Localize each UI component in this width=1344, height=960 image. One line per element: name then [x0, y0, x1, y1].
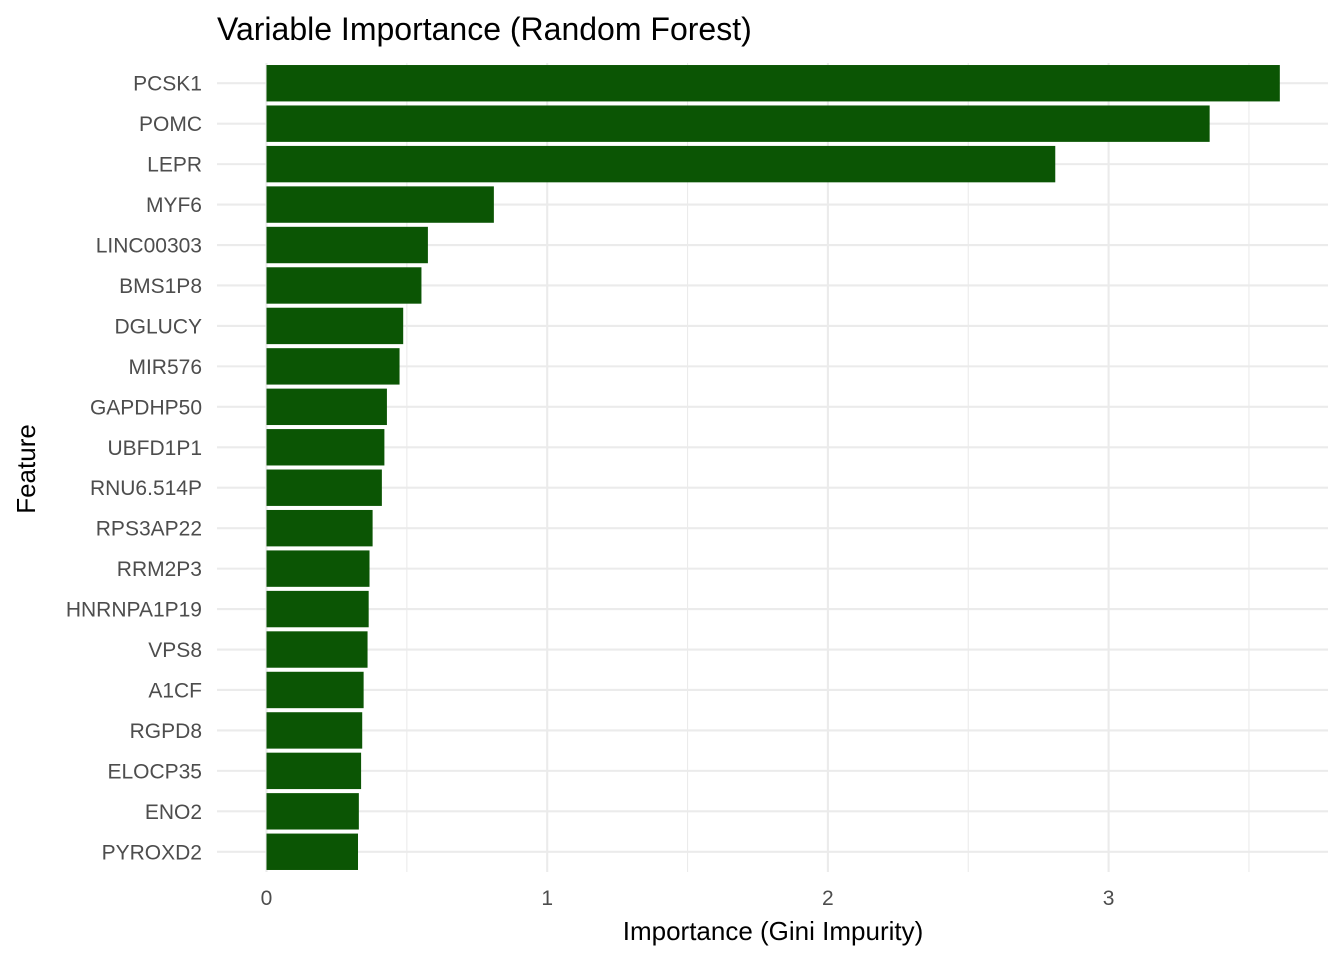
- bar: [266, 631, 368, 668]
- y-tick-label: ELOCP35: [107, 760, 202, 783]
- bar: [266, 712, 363, 749]
- bar: [266, 388, 387, 426]
- y-tick-label: GAPDHP50: [90, 396, 202, 419]
- bar: [266, 752, 362, 790]
- x-tick-label: 0: [261, 887, 273, 910]
- bar: [266, 793, 359, 830]
- bar: [266, 307, 404, 345]
- y-tick-label: PYROXD2: [102, 841, 202, 864]
- bar: [266, 267, 422, 304]
- bars: [266, 65, 1280, 870]
- bar: [266, 671, 364, 709]
- y-tick-label: PCSK1: [133, 73, 202, 96]
- y-tick-label: LINC00303: [96, 235, 202, 258]
- bar: [266, 145, 1056, 183]
- bar: [266, 469, 382, 506]
- x-axis-title: Importance (Gini Impurity): [623, 916, 924, 946]
- y-tick-label: DGLUCY: [114, 315, 202, 338]
- y-tick-label: RNU6.514P: [90, 477, 202, 500]
- bar: [266, 550, 370, 587]
- chart-title: Variable Importance (Random Forest): [217, 11, 752, 47]
- y-tick-label: MYF6: [146, 194, 202, 217]
- bar: [266, 65, 1280, 102]
- y-tick-label: RRM2P3: [117, 558, 202, 581]
- y-tick-label: RGPD8: [130, 720, 202, 743]
- y-axis-title: Feature: [11, 424, 41, 514]
- bar: [266, 348, 400, 385]
- bar: [266, 509, 373, 547]
- bar: [266, 186, 494, 223]
- y-tick-label: RPS3AP22: [96, 518, 202, 541]
- x-tick-label: 3: [1103, 887, 1115, 910]
- y-tick-label: BMS1P8: [119, 275, 202, 298]
- x-tick-label: 2: [822, 887, 834, 910]
- bar: [266, 226, 428, 264]
- bar: [266, 590, 369, 628]
- y-tick-label: ENO2: [145, 801, 202, 824]
- y-tick-label: MIR576: [128, 356, 202, 379]
- x-axis-tick-labels: 0 1 2 3: [261, 887, 1115, 910]
- bar: [266, 105, 1210, 142]
- grid: [217, 63, 1328, 872]
- y-axis-tick-labels: PCSK1 POMC LEPR MYF6 LINC00303 BMS1P8 DGLUCY MI…: [66, 73, 202, 865]
- bar: [266, 429, 385, 466]
- y-tick-label: POMC: [139, 113, 202, 136]
- y-tick-label: VPS8: [148, 639, 202, 662]
- y-tick-label: LEPR: [147, 154, 202, 177]
- y-tick-label: UBFD1P1: [107, 437, 202, 460]
- y-tick-label: A1CF: [148, 679, 202, 702]
- bar: [266, 833, 359, 870]
- x-tick-label: 1: [541, 887, 553, 910]
- y-tick-label: HNRNPA1P19: [66, 599, 202, 622]
